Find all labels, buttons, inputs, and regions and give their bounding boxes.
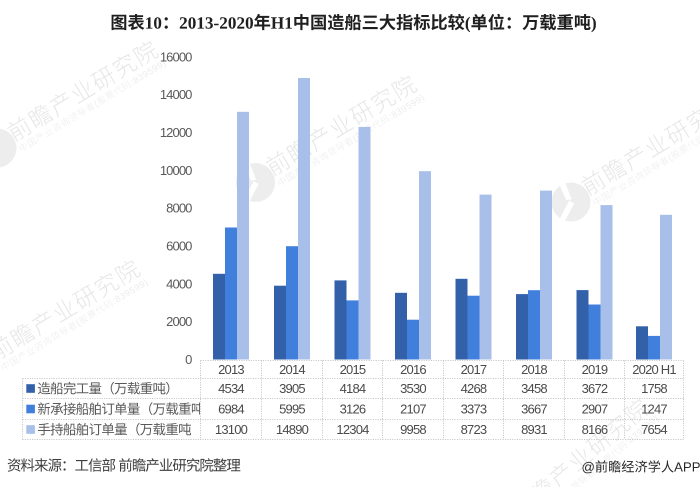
svg-text:2013: 2013: [218, 362, 244, 377]
svg-text:4268: 4268: [461, 381, 487, 396]
svg-text:4184: 4184: [340, 381, 366, 396]
svg-text:3667: 3667: [521, 401, 547, 416]
svg-text:2907: 2907: [582, 401, 608, 416]
svg-text:8931: 8931: [521, 422, 547, 437]
svg-text:3905: 3905: [279, 381, 305, 396]
svg-text:2016: 2016: [400, 362, 426, 377]
svg-text:0: 0: [185, 352, 192, 367]
svg-text:3672: 3672: [582, 381, 608, 396]
svg-text:4000: 4000: [166, 276, 192, 291]
svg-text:9958: 9958: [400, 422, 426, 437]
svg-text:7654: 7654: [641, 422, 667, 437]
svg-text:2018: 2018: [521, 362, 547, 377]
svg-text:6000: 6000: [166, 239, 192, 254]
svg-text:10000: 10000: [160, 163, 192, 178]
svg-text:2015: 2015: [340, 362, 366, 377]
svg-text:8000: 8000: [166, 201, 192, 216]
svg-text:2017: 2017: [461, 362, 487, 377]
svg-text:2020 H1: 2020 H1: [632, 362, 676, 377]
svg-text:1247: 1247: [641, 401, 667, 416]
svg-text:12000: 12000: [160, 125, 192, 140]
svg-text:1758: 1758: [641, 381, 667, 396]
svg-text:8723: 8723: [461, 422, 487, 437]
svg-text:3458: 3458: [521, 381, 547, 396]
svg-text:2000: 2000: [166, 314, 192, 329]
svg-text:13100: 13100: [215, 422, 248, 437]
svg-text:16000: 16000: [160, 49, 192, 64]
svg-text:3126: 3126: [340, 401, 366, 416]
svg-text:14000: 14000: [160, 87, 192, 102]
svg-text:14890: 14890: [276, 422, 309, 437]
svg-text:2019: 2019: [582, 362, 608, 377]
svg-text:4534: 4534: [218, 381, 244, 396]
svg-text:2107: 2107: [400, 401, 426, 416]
svg-text:3530: 3530: [400, 381, 426, 396]
svg-text:5995: 5995: [279, 401, 305, 416]
svg-text:2014: 2014: [279, 362, 305, 377]
svg-text:6984: 6984: [218, 401, 244, 416]
svg-text:8166: 8166: [582, 422, 608, 437]
svg-text:12304: 12304: [336, 422, 369, 437]
svg-text:3373: 3373: [461, 401, 487, 416]
